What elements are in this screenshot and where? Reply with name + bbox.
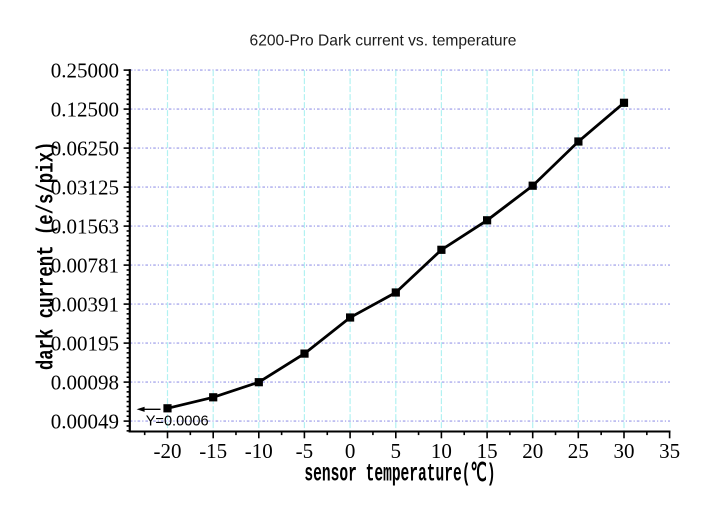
svg-text:0.00391: 0.00391: [51, 292, 119, 316]
svg-text:-20: -20: [154, 439, 182, 463]
svg-text:6200-Pro Dark current vs. temp: 6200-Pro Dark current vs. temperature: [250, 33, 517, 50]
svg-text:-5: -5: [296, 439, 314, 463]
svg-text:20: 20: [522, 439, 543, 463]
svg-text:30: 30: [614, 439, 635, 463]
svg-text:0.06250: 0.06250: [51, 136, 119, 160]
svg-text:0.00195: 0.00195: [51, 331, 119, 355]
svg-text:0.00049: 0.00049: [51, 409, 119, 433]
svg-text:0.25000: 0.25000: [51, 58, 119, 82]
svg-text:25: 25: [568, 439, 589, 463]
svg-text:35: 35: [659, 439, 680, 463]
svg-text:0.03125: 0.03125: [51, 175, 119, 199]
svg-text:dark current (e/s/pix): dark current (e/s/pix): [34, 142, 60, 370]
svg-text:Y=0.0006: Y=0.0006: [146, 414, 209, 430]
svg-text:15: 15: [477, 439, 498, 463]
svg-text:0.00098: 0.00098: [51, 370, 119, 394]
svg-text:sensor temperature(℃): sensor temperature(℃): [304, 461, 495, 489]
svg-text:0.00781: 0.00781: [51, 253, 119, 277]
svg-text:5: 5: [391, 439, 402, 463]
svg-text:0.12500: 0.12500: [51, 97, 119, 121]
svg-text:-15: -15: [199, 439, 227, 463]
svg-text:0.01563: 0.01563: [51, 214, 119, 238]
svg-text:0: 0: [345, 439, 356, 463]
svg-text:10: 10: [431, 439, 452, 463]
svg-text:-10: -10: [245, 439, 273, 463]
